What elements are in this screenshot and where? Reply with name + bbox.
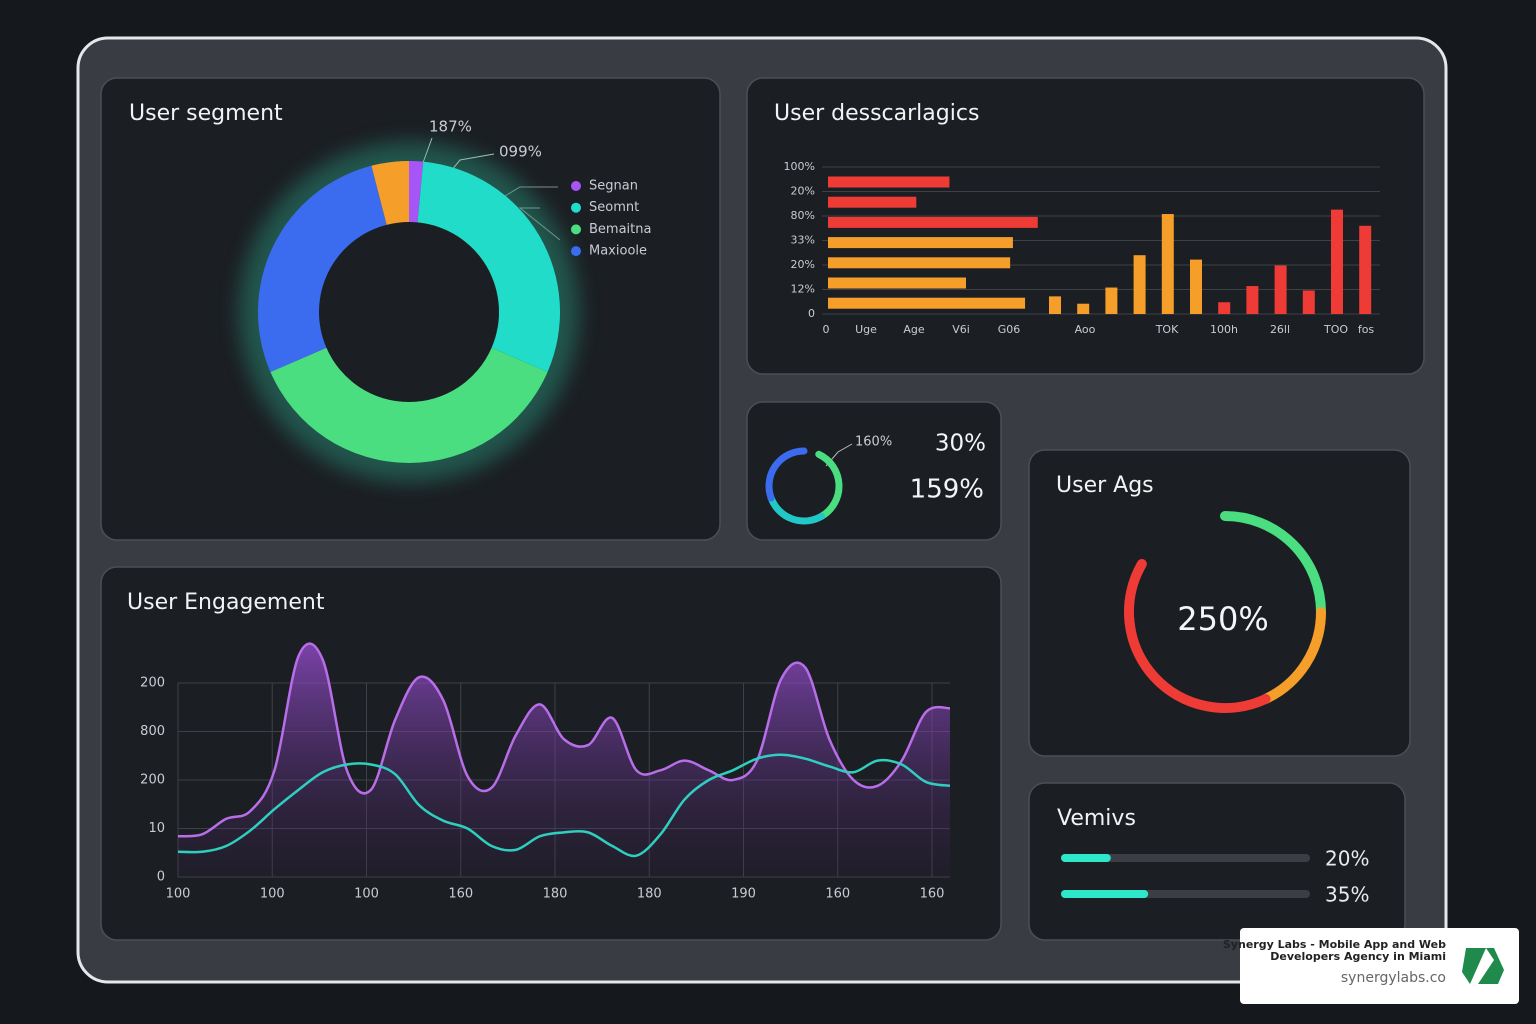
x-tick-label: Aoo [1075,323,1096,336]
line [177,753,951,858]
badge[interactable] [1240,928,1519,1004]
pie-slice [270,347,548,463]
x-tick-label: 160 [448,887,473,902]
y-tick-label: 10 [148,821,165,836]
panel [1028,449,1411,757]
progress-bar [1061,890,1149,898]
panel [746,401,1002,541]
bar [828,257,1011,269]
legend-label: Bemaitna [589,222,651,237]
panel [100,77,721,541]
pie-slice [258,165,387,372]
ring-value: 30% [935,431,986,457]
bar [828,277,966,289]
pie-slice [371,161,409,225]
x-tick-label: TOO [1323,323,1348,336]
bar [1161,214,1174,314]
legend-label: Segnan [589,179,638,194]
bar [828,297,1026,309]
badge-text: Synergy Labs - Mobile App and Web [1223,938,1446,951]
legend-swatch [571,224,581,235]
legend-label: Seomnt [589,200,639,215]
bar [828,196,917,208]
area [178,643,950,877]
line [177,642,951,838]
x-tick-label: 190 [731,887,756,902]
bar [1331,209,1343,314]
ring-arc [765,447,808,502]
y-tick-label: 0 [157,870,165,885]
x-tick-label: 26ll [1270,323,1290,336]
x-tick-label: 180 [543,887,568,902]
x-tick-label: 100h [1210,323,1238,336]
legend-label: Maxioole [589,244,647,259]
x-tick-label: 0 [823,323,830,336]
legend-swatch [571,181,581,191]
annotation: 099% [499,143,542,161]
progress-label: 20% [1325,847,1369,871]
y-tick-label: 20% [791,258,815,271]
bar [1359,225,1372,314]
badge-url: synergylabs.co [1341,970,1446,986]
x-tick-label: 160 [825,887,850,902]
panel-title: User Ags [1056,473,1154,498]
ring-label: 160% [855,435,892,450]
legend-swatch [571,246,581,257]
legend-swatch [571,202,581,213]
bar [1105,287,1118,314]
x-tick-label: 100 [166,887,191,902]
badge-text: Developers Agency in Miami [1270,950,1446,963]
y-tick-label: 12% [791,283,815,296]
bar [1133,255,1146,314]
x-tick-label: fos [1358,323,1375,336]
pie-slice [409,161,424,223]
x-tick-label: Uge [855,323,877,336]
ring-arc [767,494,825,525]
bar [828,176,950,188]
bar [1218,302,1231,314]
gauge-label: 250% [1177,600,1268,638]
progress-bar [1061,854,1111,862]
pie-slice [417,161,560,372]
bar [1077,303,1090,314]
x-tick-label: 100 [354,887,379,902]
y-tick-label: 20% [791,185,815,198]
y-tick-label: 200 [140,676,165,691]
panel-title: User segment [129,101,283,126]
y-tick-label: 100% [784,160,815,173]
bar [828,216,1038,228]
y-tick-label: 0 [808,307,815,320]
x-tick-label: V6i [952,323,970,336]
bar [1274,265,1287,314]
bar [1302,290,1315,314]
badge-logo [1462,948,1504,984]
gauge-arc [1124,559,1271,713]
y-tick-label: 80% [791,209,815,222]
y-tick-label: 800 [140,724,165,739]
progress-label: 35% [1325,883,1369,907]
x-tick-label: G06 [998,323,1021,336]
panel-title: User desscarlagics [774,101,979,126]
annotation: 187% [429,118,472,136]
gauge-arc [1260,607,1326,705]
y-tick-label: 33% [791,234,815,247]
x-tick-label: 100 [260,887,285,902]
bar [828,237,1013,249]
bar [1190,259,1202,314]
y-tick-label: 200 [140,773,165,788]
x-tick-label: TOK [1155,323,1179,336]
ring-arc [815,450,843,520]
x-tick-label: Age [903,323,925,336]
x-tick-label: 160 [920,887,945,902]
bar [1246,286,1259,314]
panel-title: Vemivs [1057,806,1136,831]
ring-value: 159% [910,475,984,505]
gauge-arc [1220,511,1326,617]
bar [1049,296,1061,314]
panel-title: User Engagement [127,590,325,615]
progress-track [1061,854,1310,862]
x-tick-label: 180 [637,887,662,902]
